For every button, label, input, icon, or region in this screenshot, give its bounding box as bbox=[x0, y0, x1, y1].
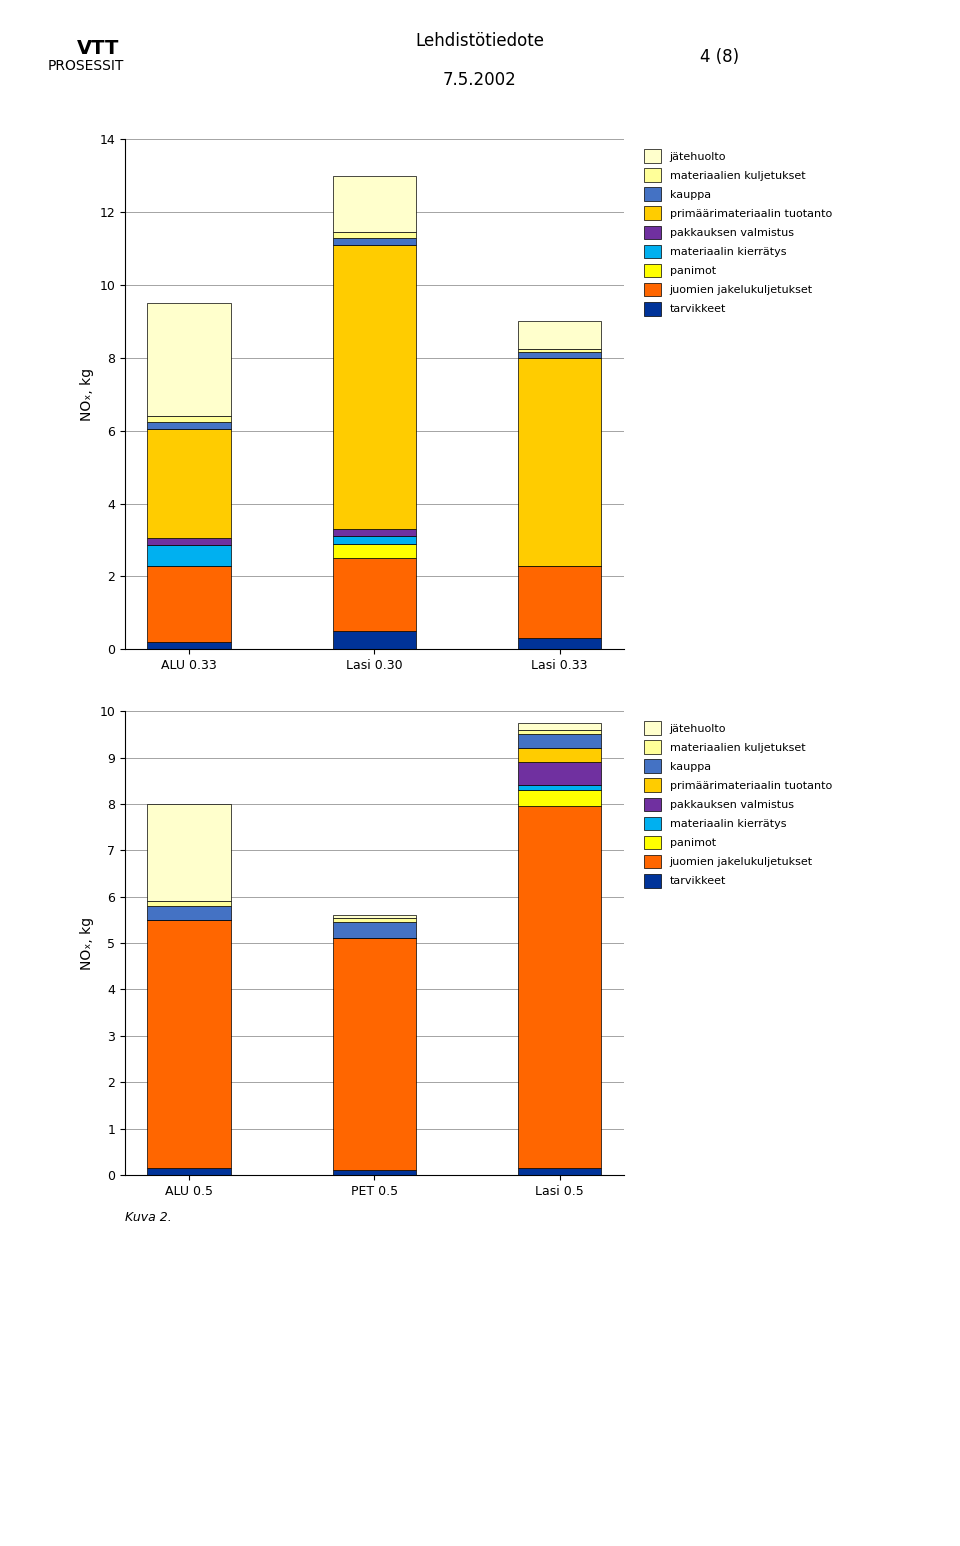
Bar bbox=[518, 785, 601, 790]
Bar bbox=[518, 762, 601, 785]
Y-axis label: NOₓ, kg: NOₓ, kg bbox=[80, 917, 94, 969]
Text: Lehdistötiedote: Lehdistötiedote bbox=[416, 32, 544, 51]
Bar bbox=[518, 322, 601, 349]
Bar bbox=[148, 566, 230, 642]
Bar bbox=[148, 920, 230, 1169]
Bar bbox=[148, 906, 230, 920]
Bar bbox=[333, 176, 416, 232]
Bar bbox=[518, 349, 601, 352]
Bar bbox=[518, 566, 601, 638]
Bar bbox=[333, 915, 416, 917]
Text: 7.5.2002: 7.5.2002 bbox=[444, 71, 516, 90]
Bar bbox=[148, 642, 230, 649]
Bar bbox=[518, 638, 601, 649]
Bar bbox=[333, 1170, 416, 1175]
Bar bbox=[333, 921, 416, 938]
Bar bbox=[148, 1169, 230, 1175]
Bar bbox=[333, 558, 416, 631]
Bar bbox=[148, 416, 230, 422]
Bar bbox=[518, 1169, 601, 1175]
Y-axis label: NOₓ, kg: NOₓ, kg bbox=[80, 368, 94, 421]
Bar bbox=[148, 901, 230, 906]
Bar bbox=[518, 734, 601, 748]
Bar bbox=[518, 748, 601, 762]
Text: PROSESSIT: PROSESSIT bbox=[48, 59, 125, 73]
Bar bbox=[333, 529, 416, 536]
Bar bbox=[518, 790, 601, 807]
Bar bbox=[333, 238, 416, 244]
Bar bbox=[333, 938, 416, 1170]
Bar bbox=[333, 244, 416, 529]
Text: Kuva 2.: Kuva 2. bbox=[125, 1212, 172, 1224]
Bar bbox=[148, 538, 230, 546]
Bar bbox=[333, 917, 416, 921]
Bar bbox=[333, 232, 416, 238]
Legend: jätehuolto, materiaalien kuljetukset, kauppa, primäärimateriaalin tuotanto, pakk: jätehuolto, materiaalien kuljetukset, ka… bbox=[639, 717, 836, 892]
Bar bbox=[518, 357, 601, 566]
Text: 4 (8): 4 (8) bbox=[701, 48, 739, 66]
Bar bbox=[333, 544, 416, 558]
Bar bbox=[518, 352, 601, 357]
Bar bbox=[333, 536, 416, 544]
Bar bbox=[333, 631, 416, 649]
Bar bbox=[148, 804, 230, 901]
Bar bbox=[148, 422, 230, 428]
Bar bbox=[148, 546, 230, 566]
Bar bbox=[148, 303, 230, 416]
Bar bbox=[518, 730, 601, 734]
Bar bbox=[518, 807, 601, 1169]
Legend: jätehuolto, materiaalien kuljetukset, kauppa, primäärimateriaalin tuotanto, pakk: jätehuolto, materiaalien kuljetukset, ka… bbox=[639, 145, 836, 320]
Bar bbox=[148, 428, 230, 538]
Bar bbox=[518, 722, 601, 730]
Text: VTT: VTT bbox=[77, 39, 119, 59]
